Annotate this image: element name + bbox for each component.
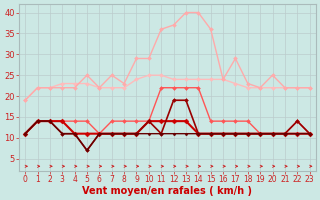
X-axis label: Vent moyen/en rafales ( km/h ): Vent moyen/en rafales ( km/h ) <box>82 186 252 196</box>
